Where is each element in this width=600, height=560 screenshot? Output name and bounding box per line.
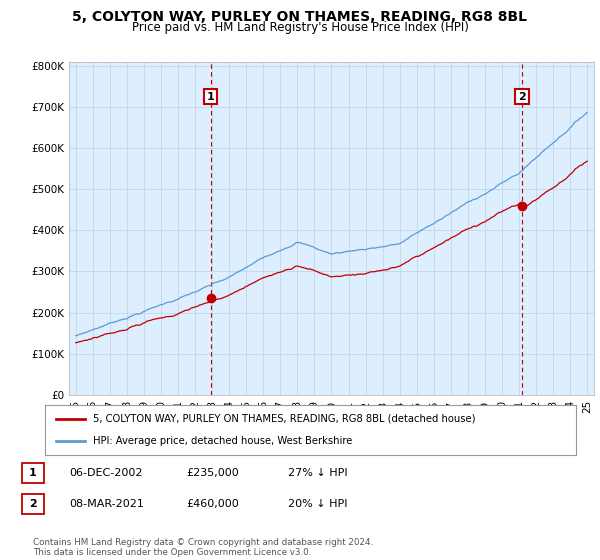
Text: 5, COLYTON WAY, PURLEY ON THAMES, READING, RG8 8BL: 5, COLYTON WAY, PURLEY ON THAMES, READIN… xyxy=(73,10,527,24)
Text: £460,000: £460,000 xyxy=(186,499,239,509)
Text: 5, COLYTON WAY, PURLEY ON THAMES, READING, RG8 8BL (detached house): 5, COLYTON WAY, PURLEY ON THAMES, READIN… xyxy=(93,414,475,424)
Text: 27% ↓ HPI: 27% ↓ HPI xyxy=(288,468,347,478)
Text: 2: 2 xyxy=(518,92,526,101)
Text: 08-MAR-2021: 08-MAR-2021 xyxy=(69,499,144,509)
Text: 2: 2 xyxy=(29,499,37,509)
Text: £235,000: £235,000 xyxy=(186,468,239,478)
Text: 20% ↓ HPI: 20% ↓ HPI xyxy=(288,499,347,509)
Text: Price paid vs. HM Land Registry's House Price Index (HPI): Price paid vs. HM Land Registry's House … xyxy=(131,21,469,34)
Text: Contains HM Land Registry data © Crown copyright and database right 2024.
This d: Contains HM Land Registry data © Crown c… xyxy=(33,538,373,557)
Text: 1: 1 xyxy=(207,92,215,101)
Text: 1: 1 xyxy=(29,468,37,478)
Text: HPI: Average price, detached house, West Berkshire: HPI: Average price, detached house, West… xyxy=(93,436,352,446)
Text: 06-DEC-2002: 06-DEC-2002 xyxy=(69,468,143,478)
